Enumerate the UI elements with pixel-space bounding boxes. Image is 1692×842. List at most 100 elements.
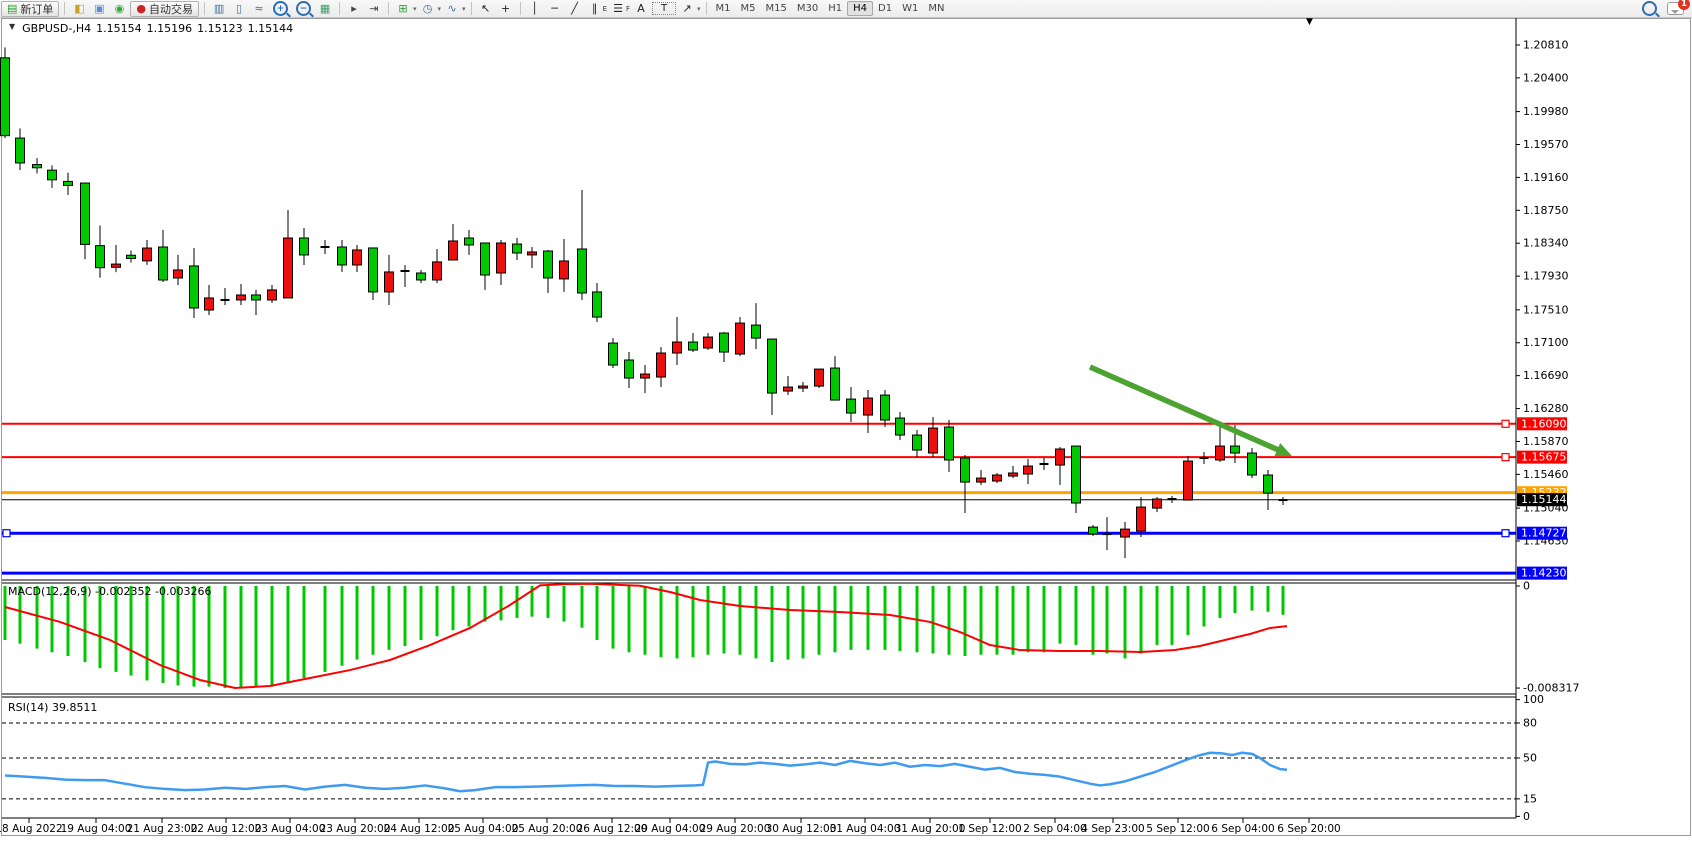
macd-histogram-bar xyxy=(387,586,391,650)
candlestick xyxy=(95,245,105,269)
time-tick-label: 23 Aug 04:00 xyxy=(255,823,326,835)
line-handle[interactable] xyxy=(2,529,11,538)
macd-histogram-bar xyxy=(580,586,584,628)
rsi-tick-label: 0 xyxy=(1523,810,1530,823)
macd-histogram-bar xyxy=(499,586,503,621)
macd-histogram-bar xyxy=(114,586,118,672)
new-chart-icon[interactable]: ⊞ ▾ xyxy=(394,1,416,16)
crosshair-icon[interactable]: + xyxy=(497,1,515,16)
candlestick xyxy=(527,251,537,256)
styles-icon[interactable]: ◧ xyxy=(70,1,88,16)
toolbar-separator xyxy=(470,2,472,15)
period-clock-icon[interactable]: ◷ ▾ xyxy=(419,1,441,16)
timeframe-button-d1[interactable]: D1 xyxy=(878,3,893,14)
candlestick xyxy=(1055,448,1065,466)
profiles-icon[interactable]: ▣ xyxy=(90,1,108,16)
zoom-in-icon[interactable]: + xyxy=(273,1,289,16)
cursor-icon[interactable]: ↖ xyxy=(477,1,495,16)
horizontal-line-icon[interactable]: ─ xyxy=(546,1,564,16)
timeframe-button-mn[interactable]: MN xyxy=(928,3,945,14)
candlestick xyxy=(863,397,873,416)
line-handle[interactable] xyxy=(1501,419,1510,428)
fibonacci-icon[interactable]: ☰ F xyxy=(609,1,630,16)
doji-candle xyxy=(1102,533,1112,536)
trend-arrow-line[interactable] xyxy=(1088,364,1284,455)
candlestick xyxy=(608,342,618,366)
candlestick xyxy=(543,250,553,279)
arrows-icon[interactable]: ↗ ▾ xyxy=(678,1,700,16)
channel-icon[interactable]: ∥ E xyxy=(586,1,607,16)
candlestick xyxy=(1088,526,1098,535)
macd-histogram-bar xyxy=(1266,586,1270,612)
chart-shift-marker-icon[interactable]: ▼ xyxy=(1306,17,1313,27)
macd-histogram-bar xyxy=(18,586,22,644)
icon-glyph: ↗ xyxy=(682,2,692,15)
candlestick xyxy=(63,180,73,186)
chat-icon[interactable]: 1 xyxy=(1667,0,1690,15)
macd-histogram-bar xyxy=(883,586,887,650)
text-icon[interactable]: A xyxy=(632,1,650,16)
macd-histogram-bar xyxy=(1186,586,1190,636)
macd-histogram-bar xyxy=(546,586,550,618)
time-tick-label: 22 Aug 12:00 xyxy=(191,823,262,835)
candlestick xyxy=(1023,465,1033,475)
timeframe-button-h1[interactable]: H1 xyxy=(828,3,843,14)
quote-low: 1.15123 xyxy=(197,22,243,35)
trend-arrow-head[interactable] xyxy=(1274,443,1292,456)
new-order-button[interactable]: ▤ 新订单 xyxy=(1,0,60,17)
candlestick xyxy=(496,242,506,274)
text-label-icon[interactable]: T xyxy=(652,1,677,16)
candlestick xyxy=(1152,498,1162,509)
timeframe-button-m1[interactable]: M1 xyxy=(715,3,731,14)
icon-glyph: ⇥ xyxy=(369,2,379,15)
macd-histogram-bar xyxy=(1042,586,1046,653)
auto-scroll-icon[interactable]: ▸ xyxy=(345,1,363,16)
candlestick xyxy=(1215,445,1225,461)
candlestick xyxy=(735,322,745,355)
bar-chart-icon[interactable]: ▥ xyxy=(210,1,228,16)
candlestick xyxy=(251,294,261,301)
trendline-icon[interactable]: ╱ xyxy=(566,1,584,16)
timeframe-button-m5[interactable]: M5 xyxy=(740,3,756,14)
signals-icon[interactable]: ◉ xyxy=(110,1,128,16)
line-handle[interactable] xyxy=(1501,529,1510,538)
macd-histogram-bar xyxy=(947,586,951,655)
vertical-line-icon[interactable]: │ xyxy=(526,1,544,16)
candlestick xyxy=(0,57,10,137)
magnifier-glyph xyxy=(1642,1,1657,16)
search-icon[interactable] xyxy=(1642,1,1657,16)
candlestick xyxy=(384,271,394,293)
macd-histogram-bar xyxy=(1011,586,1015,655)
candlestick xyxy=(814,368,824,387)
candlestick xyxy=(960,457,970,483)
autotrade-button[interactable]: ● 自动交易 xyxy=(130,0,200,17)
icon-glyph: ⊞ xyxy=(398,2,408,15)
candlestick xyxy=(559,260,569,280)
line-handle[interactable] xyxy=(1501,453,1510,462)
timeframe-button-h4[interactable]: H4 xyxy=(847,1,874,16)
candlestick xyxy=(767,338,777,394)
macd-histogram-bar xyxy=(611,586,615,649)
candle-chart-icon[interactable]: ▯ xyxy=(230,1,248,16)
time-tick-label: 25 Aug 04:00 xyxy=(448,823,519,835)
tile-windows-icon[interactable]: ▦ xyxy=(316,1,334,16)
time-tick-label: 29 Aug 20:00 xyxy=(700,823,771,835)
price-tick-label: 1.19980 xyxy=(1523,105,1569,118)
price-tick-label: 1.17100 xyxy=(1523,336,1569,349)
line-chart-icon[interactable]: ≈ xyxy=(250,1,268,16)
time-tick-label: 26 Aug 12:00 xyxy=(577,823,648,835)
timeframe-button-m30[interactable]: M30 xyxy=(796,3,819,14)
zoom-out-icon[interactable]: − xyxy=(296,1,312,16)
time-tick-label: 6 Sep 04:00 xyxy=(1211,823,1274,835)
timeframe-button-m15[interactable]: M15 xyxy=(765,3,787,14)
candlestick xyxy=(480,242,490,276)
macd-histogram-bar xyxy=(643,586,647,655)
timeframe-button-w1[interactable]: W1 xyxy=(902,3,919,14)
icon-glyph: ▦ xyxy=(319,2,331,15)
icon-glyph: ☰ xyxy=(613,2,623,15)
chart-collapse-icon[interactable]: ▼ xyxy=(9,22,16,31)
indicators-icon[interactable]: ∿ ▾ xyxy=(443,1,465,16)
chart-shift-icon[interactable]: ⇥ xyxy=(365,1,383,16)
macd-histogram-bar xyxy=(161,586,165,683)
